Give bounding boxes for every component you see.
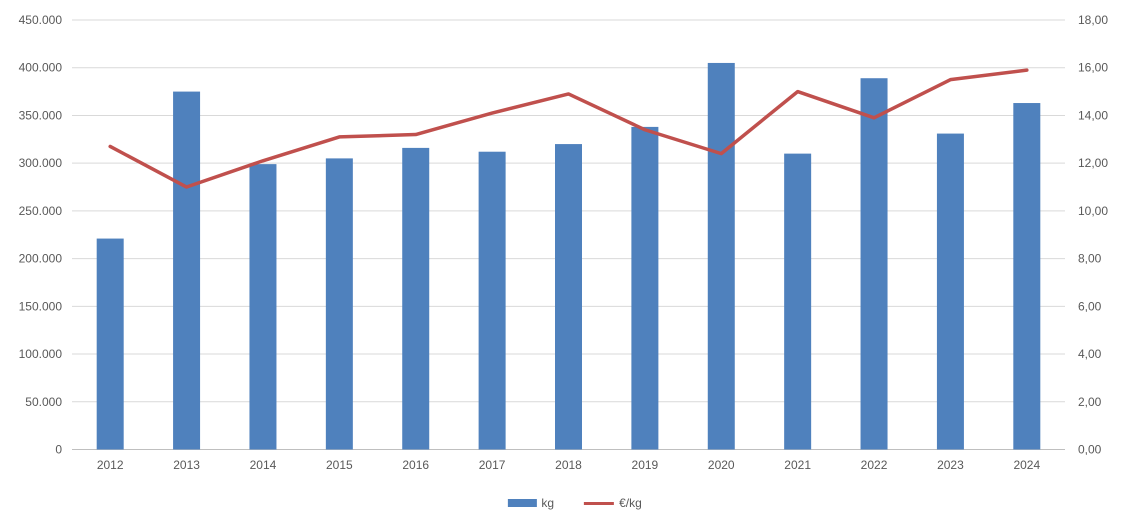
bar-2023 — [936, 133, 964, 450]
x-tick-label-2018: 2018 — [555, 458, 582, 472]
bar-2016 — [402, 147, 430, 450]
y-right-tick-label: 12,00 — [1078, 156, 1108, 170]
y-left-tick-label: 150.000 — [19, 299, 63, 313]
y-right-tick-label: 10,00 — [1078, 204, 1108, 218]
bar-2021 — [784, 153, 812, 450]
bar-2012 — [96, 238, 124, 450]
y-right-tick-label: 14,00 — [1078, 108, 1108, 122]
bar-2013 — [173, 91, 201, 450]
chart-legend: kg €/kg — [507, 495, 642, 511]
bar-2015 — [325, 158, 353, 450]
y-left-tick-label: 0 — [55, 443, 62, 457]
x-tick-label-2013: 2013 — [173, 458, 200, 472]
y-left-tick-label: 400.000 — [19, 61, 63, 75]
y-right-tick-label: 18,00 — [1078, 13, 1108, 27]
x-tick-label-2024: 2024 — [1013, 458, 1040, 472]
x-tick-label-2012: 2012 — [97, 458, 124, 472]
y-right-tick-label: 16,00 — [1078, 61, 1108, 75]
legend-label-eur-per-kg: €/kg — [619, 496, 642, 510]
x-tick-label-2017: 2017 — [479, 458, 506, 472]
y-right-tick-label: 2,00 — [1078, 395, 1102, 409]
kg-series-swatch-icon — [507, 499, 537, 507]
x-tick-label-2021: 2021 — [784, 458, 811, 472]
bar-2018 — [555, 144, 582, 450]
x-tick-label-2016: 2016 — [402, 458, 429, 472]
bar-2022 — [860, 78, 888, 450]
y-left-tick-label: 450.000 — [19, 13, 63, 27]
legend-label-kg: kg — [541, 496, 555, 510]
bar-2017 — [478, 151, 506, 450]
bar-2019 — [631, 126, 659, 450]
y-right-tick-label: 6,00 — [1078, 299, 1102, 313]
x-tick-label-2014: 2014 — [250, 458, 277, 472]
x-tick-label-2019: 2019 — [632, 458, 659, 472]
x-tick-label-2020: 2020 — [708, 458, 735, 472]
y-left-tick-label: 300.000 — [19, 156, 63, 170]
legend-item-kg: kg — [507, 496, 554, 510]
y-right-tick-label: 0,00 — [1078, 443, 1102, 457]
y-left-tick-label: 350.000 — [19, 108, 63, 122]
y-left-tick-label: 100.000 — [19, 347, 63, 361]
x-tick-label-2015: 2015 — [326, 458, 353, 472]
eur-per-kg-series-swatch-icon — [584, 501, 615, 505]
y-right-tick-label: 8,00 — [1078, 252, 1102, 266]
legend-item-eur-per-kg: €/kg — [584, 496, 642, 510]
y-left-tick-label: 250.000 — [19, 204, 63, 218]
bar-2014 — [249, 164, 277, 450]
bar-2020 — [707, 62, 735, 450]
x-tick-label-2023: 2023 — [937, 458, 964, 472]
x-tick-label-2022: 2022 — [861, 458, 888, 472]
bar-2024 — [1013, 103, 1041, 450]
price-line — [108, 68, 1029, 189]
y-right-tick-label: 4,00 — [1078, 347, 1102, 361]
y-left-tick-label: 50.000 — [25, 395, 62, 409]
y-left-tick-label: 200.000 — [19, 252, 63, 266]
